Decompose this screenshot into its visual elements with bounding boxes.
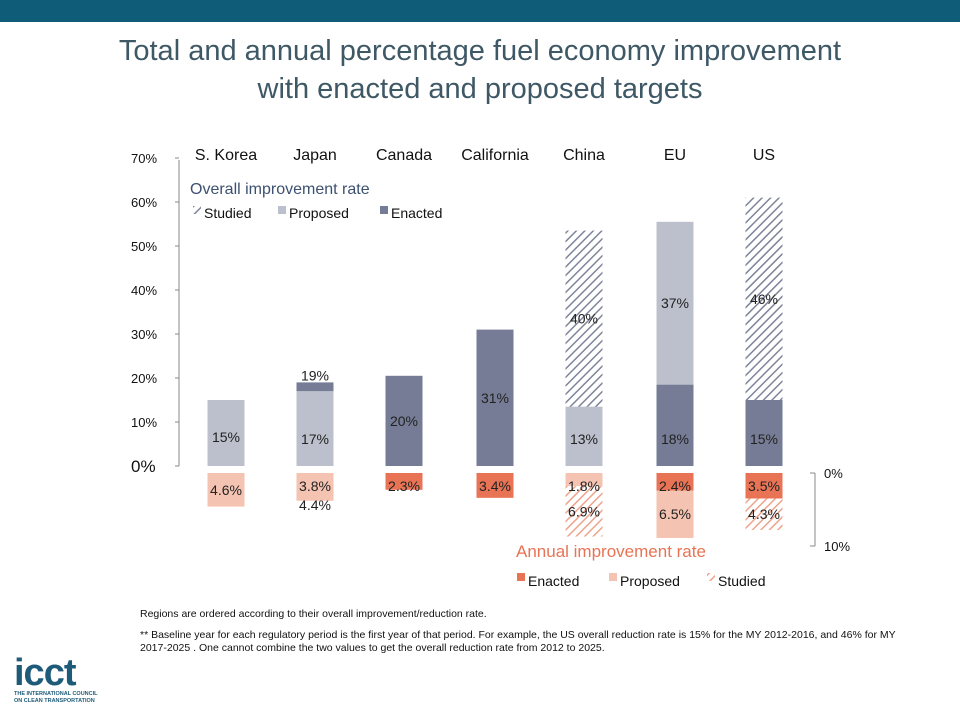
annual-value-label-california-enacted: 3.4% [479,478,511,494]
fuel-economy-chart: 0% 10% 20% 30% 40% 50% 60% 70% 0% 10% S. Korea Jap… [131,147,850,589]
annual-legend-title: Annual improvement rate [516,542,706,561]
annual-bar-us-studied [745,498,783,530]
overall-legend-swatch-proposed [278,206,286,214]
annual-value-label-us-studied: 4.3% [748,506,780,522]
overall-y-tick-label-60: 60% [131,195,157,210]
overall-value-label-canada-enacted: 20% [390,413,418,429]
overall-value-label-us-enacted: 15% [750,431,778,447]
category-label-s-korea: S. Korea [195,147,257,164]
icct-logo: icct THE INTERNATIONAL COUNCIL ON CLEAN … [14,652,104,710]
overall-bar-s-korea-proposed [207,400,245,466]
footnote-baseline: ** Baseline year for each regulatory per… [140,629,896,654]
annual-value-label-eu-enacted: 2.4% [659,478,691,494]
annual-legend-label-enacted: Enacted [528,573,579,589]
title-line-1: Total and annual percentage fuel economy… [118,35,842,67]
footnote-order: Regions are ordered according to their o… [140,608,487,620]
overall-y-tick-label-0: 0% [131,457,156,476]
annual-bar-eu-enacted [656,473,694,491]
annual-value-label-china-proposed: 1.8% [568,478,600,494]
overall-bar-eu-enacted [656,384,694,466]
overall-y-tick-label-70: 70% [131,151,157,166]
overall-y-tick-label-10: 10% [131,415,157,430]
annual-bars [207,473,783,538]
category-label-china: China [563,147,605,164]
overall-bar-us-enacted [745,400,783,466]
annual-legend-label-studied: Studied [718,573,765,589]
overall-bar-japan-proposed [296,391,334,466]
overall-legend-swatch-enacted [380,206,388,214]
overall-legend-title: Overall improvement rate [190,181,370,198]
annual-value-label-china-studied: 6.9% [568,503,600,519]
title-line-2: with enacted and proposed targets [257,73,703,105]
overall-value-label-s-korea-proposed: 15% [212,429,240,445]
annual-value-label-eu-proposed: 6.5% [659,506,691,522]
annual-bar-us-enacted [745,473,783,499]
overall-legend-label-studied: Studied [204,205,251,221]
overall-y-tick-label-20: 20% [131,371,157,386]
annual-value-label-canada-enacted: 2.3% [388,478,420,494]
overall-bar-california-enacted [476,329,514,466]
category-label-us: US [753,147,775,164]
annual-y-tick-label-0: 0% [824,466,843,481]
overall-legend-swatch-studied [193,206,201,214]
annual-value-label-japan-extra: 4.4% [299,497,331,513]
overall-bar-canada-enacted [385,375,423,466]
annual-legend-swatch-proposed [609,573,617,581]
annual-legend-label-proposed: Proposed [620,573,680,589]
category-label-eu: EU [664,147,686,164]
overall-value-label-japan-enacted: 19% [301,367,329,383]
overall-value-label-eu-proposed: 37% [661,295,689,311]
chart-labels: S. Korea Japan Canada California China EU US 15… [195,147,780,522]
annual-bar-japan-proposed [296,473,334,501]
overall-y-tick-label-40: 40% [131,283,157,298]
overall-value-label-japan-proposed: 17% [301,431,329,447]
overall-value-label-china-studied: 40% [570,311,598,327]
overall-value-label-eu-enacted: 18% [661,431,689,447]
logo-subtitle-1: THE INTERNATIONAL COUNCIL [14,691,98,697]
overall-bar-japan-enacted [296,382,334,392]
legends: Overall improvement rate Studied Proposed E… [190,181,765,589]
category-label-japan: Japan [293,147,337,164]
axes: 0% 10% 20% 30% 40% 50% 60% 70% 0% 10% [131,151,850,554]
annual-legend-swatch-studied [707,573,715,581]
overall-value-label-china-proposed: 13% [570,431,598,447]
overall-bar-eu-proposed [656,221,694,385]
logo-wordmark: icct [14,652,76,694]
overall-y-tick-label-30: 30% [131,327,157,342]
overall-y-tick-label-50: 50% [131,239,157,254]
logo-subtitle-2: ON CLEAN TRANSPORTATION [14,697,95,704]
annual-bar-china-studied [565,486,603,537]
category-label-canada: Canada [376,147,432,164]
category-label-california: California [461,147,529,164]
overall-bar-us-studied [745,197,783,400]
overall-legend-label-enacted: Enacted [391,205,442,221]
overall-bar-china-studied [565,230,603,407]
overall-value-label-us-studied: 46% [750,291,778,307]
overall-legend-label-proposed: Proposed [289,205,349,221]
annual-bar-china-proposed [565,473,603,487]
page-title: Total and annual percentage fuel economy… [0,32,960,108]
annual-value-label-s-korea-proposed: 4.6% [210,482,242,498]
annual-value-label-us-enacted: 3.5% [748,478,780,494]
header-bar [0,0,960,22]
overall-bar-china-proposed [565,406,603,466]
annual-bar-eu-proposed [656,490,694,538]
annual-legend-swatch-enacted [517,573,525,581]
overall-value-label-california-enacted: 31% [481,390,509,406]
annual-bar-california-enacted [476,473,514,498]
annual-bar-canada-enacted [385,473,423,490]
annual-bar-s-korea-proposed [207,473,245,507]
annual-y-tick-label-10: 10% [824,539,850,554]
overall-bars [207,197,783,466]
annual-value-label-japan-proposed: 3.8% [299,478,331,494]
